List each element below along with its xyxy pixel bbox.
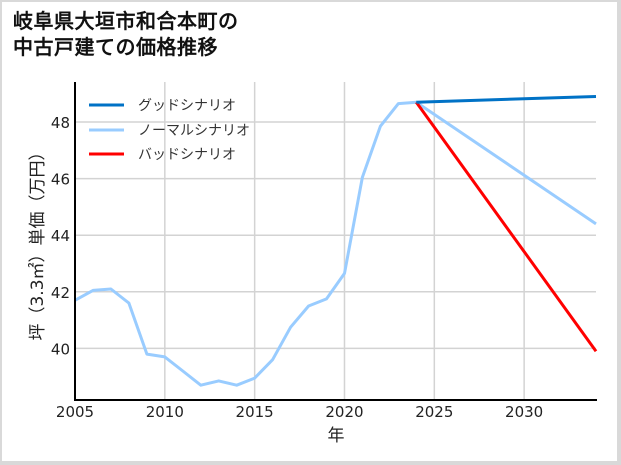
y-tick-label: 42 (51, 284, 70, 302)
series-line-1 (74, 100, 597, 387)
legend-label-good: グッドシナリオ (138, 98, 236, 114)
x-tick-label: 2010 (146, 403, 184, 421)
y-axis-label: 坪（3.3㎡）単価（万円） (28, 143, 48, 340)
grid-lines (75, 82, 596, 400)
y-tick-label: 40 (51, 340, 70, 358)
legend: グッドシナリオ ノーマルシナリオ バッドシナリオ (89, 98, 250, 163)
x-tick-label: 2005 (56, 403, 94, 421)
x-tick-label: 2015 (236, 403, 274, 421)
chart-title-line2: 中古戸建ての価格推移 (13, 35, 218, 59)
chart-title: 岐阜県大垣市和合本町の 中古戸建ての価格推移 (13, 8, 239, 60)
series-line-2 (415, 101, 598, 353)
y-axis-ticks: 40 42 44 46 48 (51, 114, 70, 358)
y-tick-label: 46 (51, 171, 70, 189)
x-tick-label: 2020 (325, 403, 363, 421)
y-tick-label: 48 (51, 114, 70, 132)
series-line-0 (416, 95, 597, 104)
legend-label-bad: バッドシナリオ (138, 147, 236, 163)
x-tick-label: 2030 (505, 403, 543, 421)
chart-frame (2, 2, 617, 461)
x-tick-label: 2025 (415, 403, 453, 421)
legend-label-normal: ノーマルシナリオ (138, 123, 250, 139)
chart-title-line1: 岐阜県大垣市和合本町の (13, 9, 239, 33)
data-lines (74, 95, 598, 387)
x-axis-label: 年 (328, 426, 345, 446)
x-axis-ticks: 2005 2010 2015 2020 2025 2030 (56, 403, 543, 421)
y-tick-label: 44 (51, 227, 70, 245)
